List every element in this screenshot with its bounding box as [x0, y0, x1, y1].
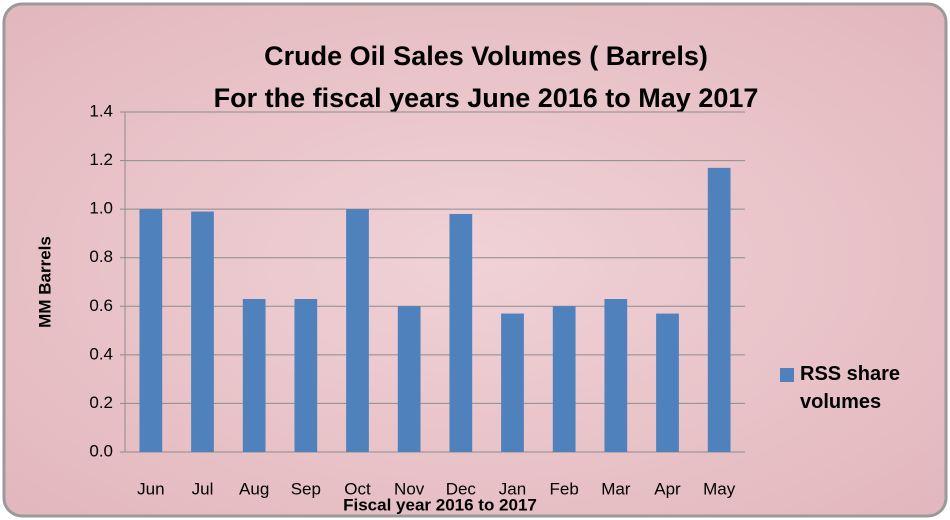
y-tick-label: 0.4 [89, 344, 113, 363]
chart-title: Crude Oil Sales Volumes ( Barrels) [264, 41, 708, 71]
x-tick-label: Dec [446, 479, 477, 498]
bar [191, 211, 214, 452]
x-tick-label: Sep [291, 479, 321, 498]
bar [707, 167, 731, 452]
bar [139, 209, 163, 452]
y-tick-label: 0.2 [89, 393, 113, 412]
y-tick-label: 1.0 [89, 199, 113, 218]
bar [656, 313, 679, 452]
legend-label: RSS share volumes [800, 363, 901, 413]
x-tick-label: Nov [394, 479, 425, 498]
bar [397, 306, 421, 452]
bar [501, 313, 524, 452]
chart-subtitle: For the fiscal years June 2016 to May 20… [214, 83, 759, 113]
bar [552, 306, 576, 452]
y-axis-label: MM Barrels [35, 236, 54, 328]
bar [346, 209, 369, 452]
legend-swatch [780, 368, 794, 382]
y-tick-label: 1.4 [89, 101, 113, 120]
y-tick-label: 0.8 [89, 247, 113, 266]
x-tick-label: May [703, 479, 736, 498]
x-tick-label: Feb [550, 479, 579, 498]
bar [242, 299, 266, 452]
x-tick-label: Oct [344, 479, 371, 498]
y-tick-label: 1.2 [89, 150, 113, 169]
y-tick-label: 0.6 [89, 296, 113, 315]
bar [294, 299, 318, 452]
x-axis-label: Fiscal year 2016 to 2017 [343, 495, 537, 514]
y-tick-label: 0.0 [89, 441, 113, 460]
x-tick-label: Jan [499, 479, 526, 498]
bar [449, 214, 473, 452]
x-tick-label: Jun [137, 479, 164, 498]
x-tick-label: Aug [239, 479, 269, 498]
x-tick-label: Jul [192, 479, 214, 498]
bar [604, 299, 628, 452]
x-tick-label: Mar [601, 479, 631, 498]
x-tick-label: Apr [654, 479, 681, 498]
